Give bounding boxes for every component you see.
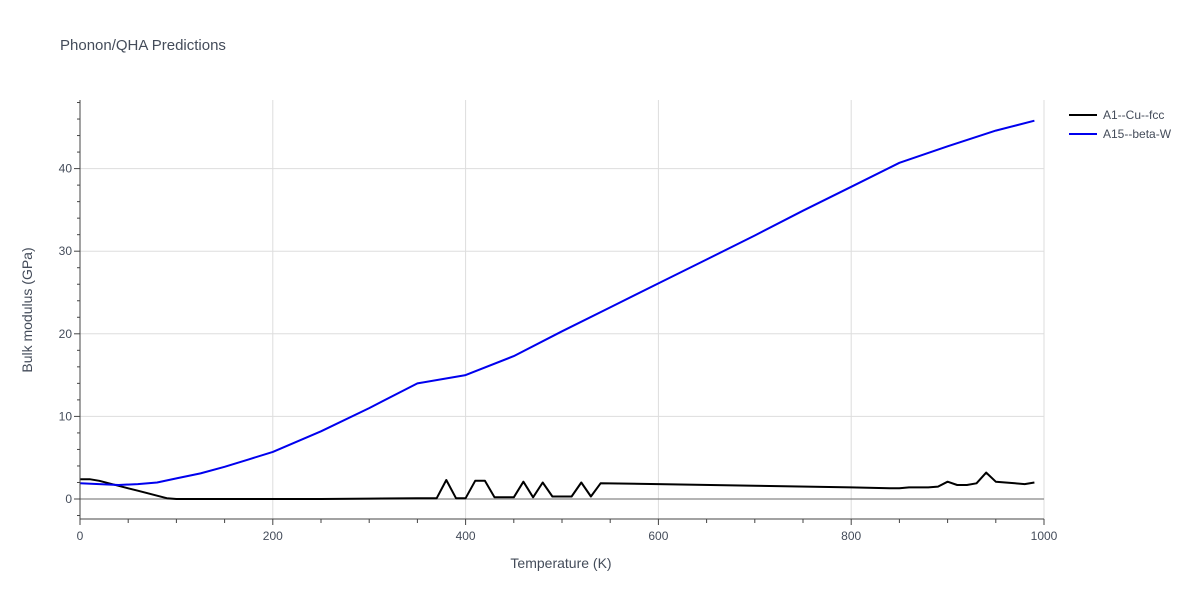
x-tick-labels: 0 200 400 600 800 1000 <box>77 529 1058 543</box>
chart-title: Phonon/QHA Predictions <box>60 37 226 54</box>
x-tick-label: 800 <box>841 529 861 543</box>
x-tick-label: 400 <box>456 529 476 543</box>
x-tick-label: 600 <box>648 529 668 543</box>
y-tick-label: 40 <box>59 162 73 176</box>
series-line-0 <box>80 471 1035 500</box>
series-line-1 <box>79 119 1035 486</box>
x-tick-label: 0 <box>77 529 84 543</box>
axes <box>74 100 1045 525</box>
x-axis-label: Temperature (K) <box>510 555 611 571</box>
y-tick-label: 20 <box>59 327 73 341</box>
y-tick-label: 10 <box>59 409 73 423</box>
y-tick-label: 30 <box>59 244 73 258</box>
legend-entry: A1--Cu--fcc <box>1103 108 1164 122</box>
y-axis-label: Bulk modulus (GPa) <box>19 247 35 372</box>
x-tick-label: 1000 <box>1031 529 1058 543</box>
y-tick-label: 0 <box>65 492 72 506</box>
series-group <box>79 119 1035 500</box>
legend-entry: A15--beta-W <box>1103 127 1172 141</box>
y-tick-labels: 0 10 20 30 40 <box>59 162 73 506</box>
legend: A1--Cu--fcc A15--beta-W <box>1069 108 1172 141</box>
x-tick-label: 200 <box>263 529 283 543</box>
